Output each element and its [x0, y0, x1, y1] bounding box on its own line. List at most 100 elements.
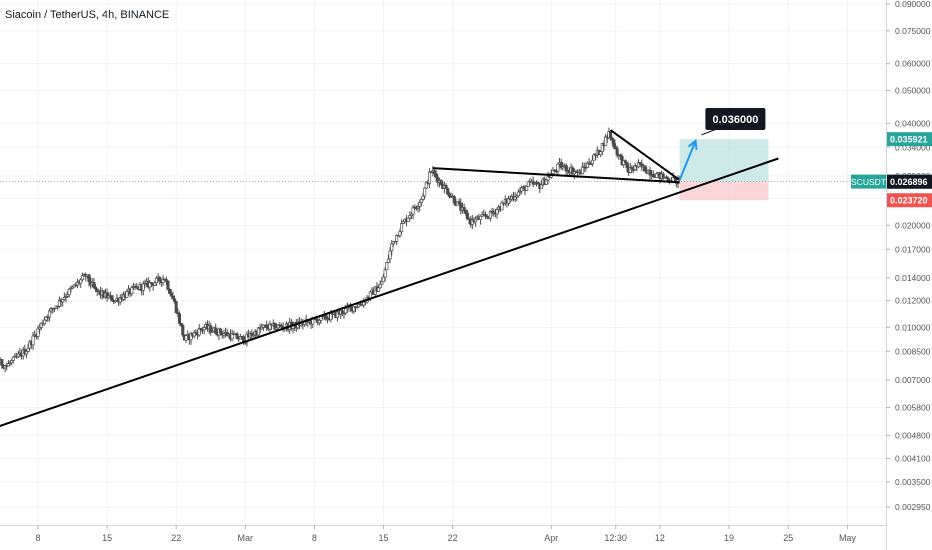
candle: [95, 288, 99, 297]
candle: [214, 323, 218, 335]
candle: [623, 159, 627, 165]
candle: [177, 311, 182, 325]
y-tick-label: 0.014000: [895, 273, 931, 283]
x-tick-label: 15: [378, 533, 388, 543]
candle: [377, 284, 381, 292]
y-tick-label: 0.008500: [895, 346, 931, 356]
grid: [0, 0, 886, 525]
candle: [110, 294, 114, 302]
x-tick-label: 12: [655, 533, 665, 543]
x-tick-label: 22: [448, 533, 458, 543]
candle: [342, 312, 346, 319]
candle: [161, 274, 165, 286]
x-tick-label: 19: [724, 533, 734, 543]
y-tick-label: 0.003500: [895, 477, 931, 487]
candle: [604, 133, 608, 147]
price-axis[interactable]: 0.090000 0.075000 0.060000 0.050000 0.040000…: [886, 0, 931, 512]
candle: [222, 329, 226, 339]
candle: [385, 261, 389, 271]
candle: [483, 211, 488, 220]
candle: [209, 322, 213, 336]
candle: [428, 168, 432, 189]
y-tick-label: 0.060000: [895, 59, 931, 69]
y-tick-label: 0.012000: [895, 296, 931, 306]
candle: [84, 272, 88, 282]
candle: [390, 240, 394, 256]
candle: [181, 323, 185, 338]
candle: [590, 155, 594, 167]
callout-text: 0.036000: [712, 114, 758, 126]
target-price-badge-text: 0.035921: [890, 135, 928, 145]
candle: [391, 241, 395, 247]
candle: [52, 307, 57, 313]
candle: [245, 331, 249, 347]
y-tick-label: 0.005800: [895, 403, 931, 413]
candle: [174, 300, 178, 314]
candle: [581, 162, 585, 175]
trendline[interactable]: [609, 129, 681, 181]
candle: [444, 183, 448, 189]
candle: [520, 185, 524, 195]
x-tick-label: Mar: [238, 533, 254, 543]
candle: [648, 166, 652, 180]
candle: [47, 308, 52, 322]
y-tick-label: 0.004100: [895, 454, 931, 464]
candle: [173, 295, 177, 304]
candle: [31, 331, 35, 351]
candle: [75, 278, 80, 289]
candle: [94, 284, 98, 293]
candle: [210, 328, 214, 333]
candle: [230, 329, 234, 342]
time-axis[interactable]: 8 15 22 Mar 8 15 22 Apr 12:30 12 19 25 May: [35, 525, 856, 543]
candle: [268, 320, 272, 334]
x-tick-label: 12:30: [604, 533, 627, 543]
candle: [465, 209, 469, 220]
candle: [24, 349, 29, 359]
candle: [661, 171, 665, 181]
candle: [197, 324, 201, 337]
candle: [158, 276, 162, 285]
candle: [500, 200, 504, 211]
x-tick-label: 25: [783, 533, 793, 543]
x-tick-label: 8: [35, 533, 40, 543]
candle: [11, 356, 15, 364]
candle: [43, 316, 47, 326]
candle: [400, 219, 404, 235]
y-tick-label: 0.090000: [895, 0, 931, 9]
candle: [479, 215, 483, 225]
candles: [0, 127, 682, 373]
stop-price-badge: 0.023720: [887, 193, 932, 208]
y-tick-label: 0.020000: [895, 220, 931, 230]
chart-title: Siacoin / TetherUS, 4h, BINANCE: [5, 9, 170, 21]
candle: [105, 288, 109, 302]
candle: [592, 152, 596, 161]
candle: [559, 158, 563, 171]
y-tick-label: 0.010000: [895, 322, 931, 332]
candle: [383, 267, 387, 282]
entry-price-badge: 0.026896: [887, 174, 932, 189]
candle: [166, 279, 170, 291]
candle: [585, 161, 590, 169]
target-price-badge: 0.035921: [887, 132, 932, 147]
candle: [474, 216, 478, 227]
y-tick-label: 0.007000: [895, 375, 931, 385]
candle: [423, 187, 427, 200]
price-callout[interactable]: 0.036000: [701, 108, 766, 136]
candle: [380, 277, 384, 285]
projection-arrow[interactable]: [678, 138, 698, 181]
trendline[interactable]: [432, 167, 680, 184]
candle: [612, 138, 616, 150]
trendline[interactable]: [0, 157, 779, 440]
stop-zone[interactable]: [679, 181, 769, 201]
candle: [482, 209, 486, 216]
candle: [556, 162, 560, 177]
y-tick-label: 0.075000: [895, 26, 931, 36]
candle: [411, 205, 415, 220]
candle: [362, 297, 366, 308]
candle: [80, 272, 84, 282]
candle: [219, 327, 223, 336]
target-zone[interactable]: [679, 139, 769, 182]
candle: [235, 331, 239, 340]
candle: [608, 131, 613, 141]
